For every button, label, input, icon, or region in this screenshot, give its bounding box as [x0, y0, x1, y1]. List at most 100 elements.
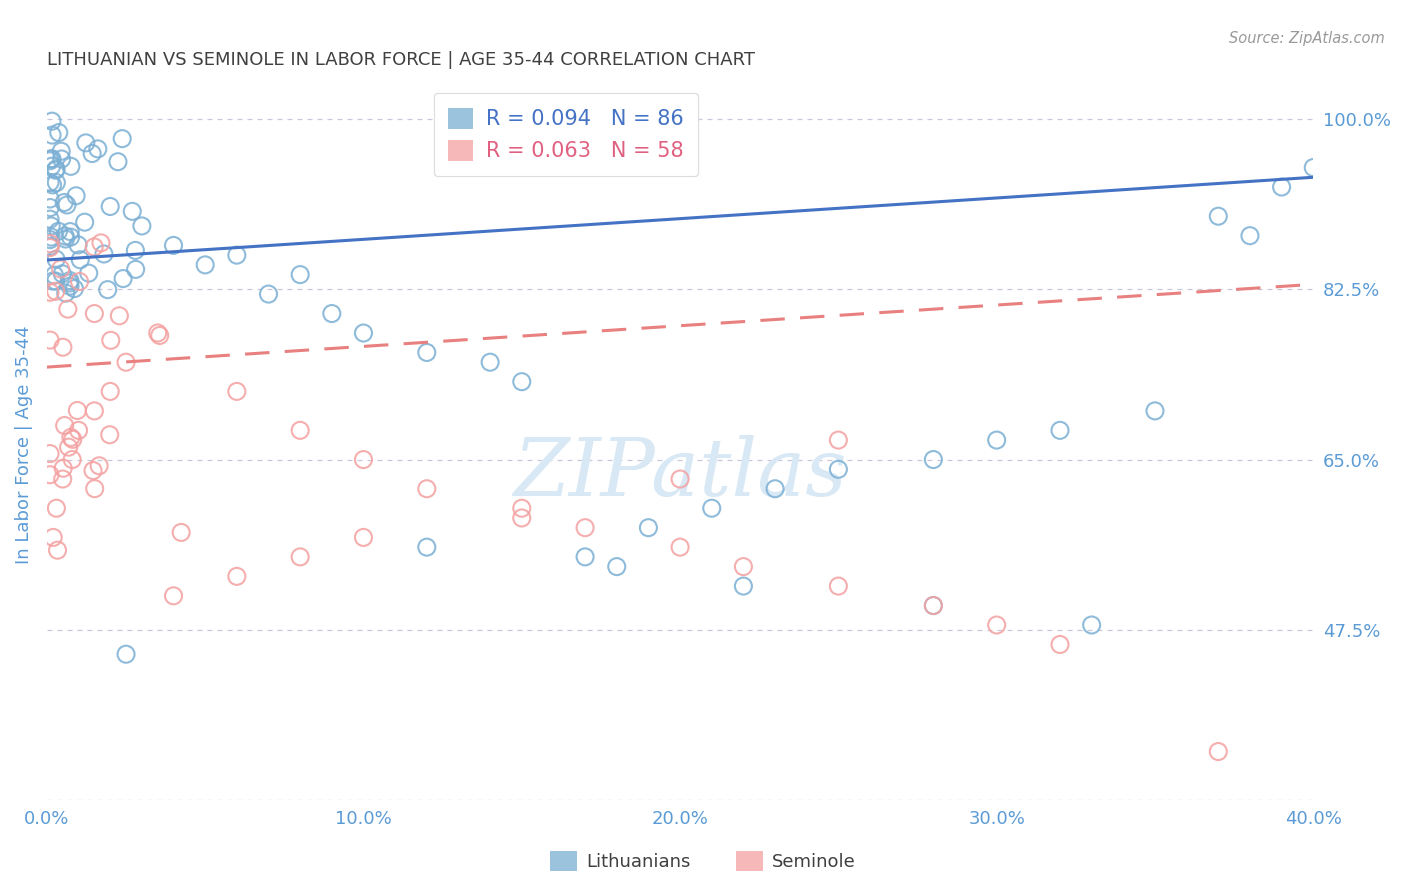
Point	[56, 198, 79, 212]
Point	[69, 275, 91, 289]
Point	[827, 462, 849, 476]
Point	[42, 530, 65, 544]
Point	[606, 559, 628, 574]
Point	[669, 472, 692, 486]
Point	[510, 501, 533, 516]
Point	[479, 355, 502, 369]
Point	[637, 521, 659, 535]
Point	[59, 274, 82, 288]
Point	[45, 163, 67, 178]
Point	[83, 404, 105, 418]
Point	[87, 142, 110, 156]
Point	[65, 188, 87, 202]
Point	[986, 618, 1008, 632]
Point	[49, 262, 72, 277]
Point	[321, 307, 343, 321]
Legend: R = 0.094   N = 86, R = 0.063   N = 58: R = 0.094 N = 86, R = 0.063 N = 58	[434, 93, 699, 176]
Point	[353, 452, 375, 467]
Point	[51, 152, 73, 166]
Point	[986, 433, 1008, 447]
Point	[59, 160, 82, 174]
Point	[1271, 180, 1294, 194]
Point	[1049, 638, 1071, 652]
Point	[131, 219, 153, 233]
Point	[45, 501, 67, 516]
Text: ZIPatlas: ZIPatlas	[513, 434, 846, 512]
Point	[39, 236, 62, 251]
Point	[763, 482, 786, 496]
Point	[45, 162, 67, 177]
Point	[59, 230, 82, 244]
Point	[63, 282, 86, 296]
Point	[67, 238, 90, 252]
Point	[45, 285, 67, 299]
Point	[82, 146, 104, 161]
Point	[100, 334, 122, 348]
Point	[98, 427, 121, 442]
Point	[39, 201, 62, 215]
Point	[1143, 404, 1166, 418]
Y-axis label: In Labor Force | Age 35-44: In Labor Force | Age 35-44	[15, 326, 32, 565]
Point	[89, 458, 111, 473]
Text: Source: ZipAtlas.com: Source: ZipAtlas.com	[1229, 31, 1385, 46]
Point	[59, 276, 82, 290]
Point	[115, 355, 138, 369]
Point	[170, 525, 193, 540]
Point	[700, 501, 723, 516]
Point	[90, 235, 112, 250]
Point	[827, 579, 849, 593]
Point	[51, 267, 73, 281]
Point	[55, 232, 77, 246]
Point	[53, 229, 76, 244]
Point	[82, 464, 104, 478]
Point	[41, 128, 63, 142]
Point	[121, 204, 143, 219]
Point	[194, 258, 217, 272]
Point	[107, 154, 129, 169]
Point	[39, 192, 62, 206]
Point	[162, 238, 184, 252]
Point	[67, 423, 90, 437]
Point	[1206, 745, 1229, 759]
Point	[59, 225, 82, 239]
Point	[1080, 618, 1102, 632]
Point	[257, 287, 280, 301]
Legend: Lithuanians, Seminole: Lithuanians, Seminole	[543, 844, 863, 879]
Point	[39, 239, 62, 253]
Point	[41, 152, 63, 166]
Point	[46, 543, 69, 558]
Point	[922, 599, 945, 613]
Point	[1239, 228, 1261, 243]
Point	[69, 252, 91, 267]
Point	[98, 199, 121, 213]
Point	[45, 176, 67, 190]
Point	[39, 333, 62, 347]
Point	[48, 224, 70, 238]
Point	[225, 248, 247, 262]
Point	[574, 521, 596, 535]
Point	[60, 452, 83, 467]
Point	[59, 430, 82, 444]
Point	[288, 549, 311, 564]
Point	[39, 175, 62, 189]
Point	[53, 195, 76, 210]
Point	[55, 286, 77, 301]
Point	[288, 268, 311, 282]
Point	[124, 262, 146, 277]
Point	[75, 136, 97, 150]
Point	[53, 418, 76, 433]
Text: LITHUANIAN VS SEMINOLE IN LABOR FORCE | AGE 35-44 CORRELATION CHART: LITHUANIAN VS SEMINOLE IN LABOR FORCE | …	[46, 51, 755, 69]
Point	[56, 302, 79, 317]
Point	[58, 440, 80, 454]
Point	[52, 472, 75, 486]
Point	[41, 159, 63, 173]
Point	[733, 559, 755, 574]
Point	[39, 212, 62, 227]
Point	[922, 599, 945, 613]
Point	[48, 126, 70, 140]
Point	[59, 279, 82, 293]
Point	[922, 452, 945, 467]
Point	[108, 309, 131, 323]
Point	[83, 240, 105, 254]
Point	[42, 274, 65, 288]
